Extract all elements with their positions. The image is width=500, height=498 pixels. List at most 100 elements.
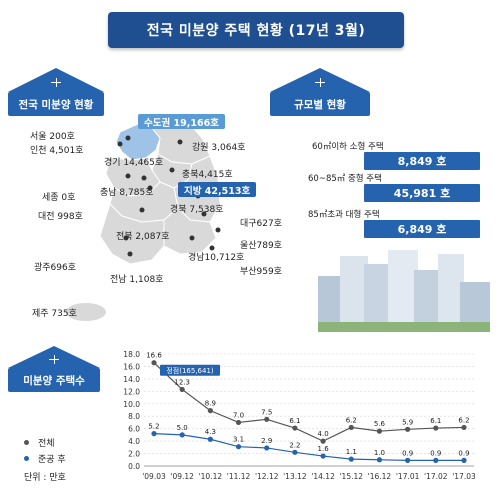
x-tick-label: '09.12	[170, 472, 194, 481]
size-large-value: 6,849 호	[364, 220, 480, 238]
x-tick-label: '11.12	[227, 472, 251, 481]
data-point-total	[461, 424, 467, 431]
data-label-total: 7.5	[261, 408, 272, 416]
data-point-total	[292, 425, 298, 431]
data-point-completed	[207, 436, 213, 442]
nation-window-icon	[51, 78, 61, 87]
trend-line-chart: 0.0 2.0 4.0 6.0 8.0 10.0 12.0 14.0 16.0 18.0 '09.0…	[123, 350, 476, 481]
size-medium-value: 45,981 호	[364, 184, 480, 202]
jeju-label: 제주 735호	[32, 309, 77, 319]
daegu-label: 대구627호	[240, 219, 283, 229]
busan-dot	[209, 245, 215, 251]
data-point-total	[320, 438, 326, 444]
ulsan-label: 울산789호	[240, 241, 283, 251]
data-label-completed: 2.9	[261, 437, 272, 445]
trend-section-title: 미분양 주택수	[8, 368, 100, 392]
incheon-label: 인천 4,501호	[30, 146, 84, 156]
x-tick-label: '13.12	[283, 472, 307, 481]
data-point-completed	[235, 444, 242, 450]
jeonbuk-dot	[139, 207, 145, 213]
data-label-completed: 0.9	[402, 449, 413, 457]
x-tick-label: '10.12	[199, 472, 223, 481]
daegu-dot	[201, 211, 207, 217]
gangwon-label: 강원 3,064호	[192, 143, 246, 153]
peak-annotation-box	[160, 364, 220, 376]
ulsan-dot	[215, 227, 221, 233]
data-point-completed	[376, 457, 383, 463]
daejeon-dot	[147, 185, 153, 191]
data-point-completed	[405, 457, 411, 463]
jeonnam-shape	[99, 203, 165, 265]
seoul-label: 서울 200호	[30, 132, 75, 142]
data-label-completed: 1.1	[346, 448, 357, 456]
data-label-completed: 4.3	[205, 428, 216, 436]
local-area-label: 지방 42,513호	[178, 182, 257, 197]
data-label-completed: 5.2	[148, 423, 159, 431]
x-tick-label: '12.12	[255, 472, 279, 481]
data-label-total: 5.6	[374, 420, 386, 428]
legend-total-dot	[24, 440, 29, 445]
legend-completed-dot	[24, 456, 29, 461]
size-window-icon	[315, 78, 325, 87]
chungnam-label: 충남 8,785호	[100, 188, 154, 198]
data-point-total	[405, 426, 411, 432]
data-label-completed: 0.9	[458, 449, 469, 457]
data-point-completed	[292, 449, 298, 455]
seoul-dot	[125, 135, 131, 141]
y-tick-label: 0.0	[128, 462, 140, 471]
y-tick-label: 16.0	[123, 362, 140, 371]
y-tick-label: 10.0	[123, 400, 140, 409]
data-label-total: 16.6	[146, 352, 162, 360]
busan-label: 부산959호	[240, 267, 283, 277]
data-label-total: 6.1	[289, 417, 300, 425]
data-label-completed: 2.2	[289, 441, 300, 449]
data-point-total	[179, 386, 185, 393]
data-point-total	[348, 424, 354, 431]
unit-label: 단위 : 만호	[24, 473, 66, 483]
gyeongnam-shape	[163, 207, 217, 255]
jeonnam-label: 전남 1,108호	[110, 275, 164, 285]
size-large-label: 85㎡초과 대형 주택	[308, 210, 380, 220]
data-label-completed: 1.0	[374, 449, 385, 457]
jeonnam-dot	[127, 251, 133, 257]
data-point-total	[235, 419, 242, 426]
data-label-total: 7.0	[233, 411, 244, 419]
data-point-completed	[461, 457, 467, 463]
data-label-total: 4.0	[318, 430, 329, 438]
peak-annotation-label: 정점(165,641)	[166, 366, 214, 375]
data-label-completed: 0.9	[430, 449, 441, 457]
data-point-total	[207, 408, 213, 414]
x-tick-label: '14.12	[311, 472, 335, 481]
data-label-total: 6.2	[346, 416, 357, 424]
y-tick-label: 18.0	[123, 350, 140, 359]
gyeongnam-label: 경남10,712호	[188, 253, 245, 263]
data-point-total	[433, 425, 439, 431]
x-tick-label: '17.02	[424, 472, 448, 481]
series-line-total	[153, 362, 465, 442]
gyeonggi-label: 경기 14,465호	[104, 158, 164, 168]
x-tick-label: '16.12	[368, 472, 392, 481]
series-line-completed	[153, 433, 464, 462]
sejong-label: 세종 0호	[42, 193, 76, 203]
data-point-completed	[348, 456, 354, 462]
data-point-completed	[433, 457, 439, 463]
legend-completed-label: 준공 후	[38, 455, 66, 465]
y-tick-label: 14.0	[123, 375, 140, 384]
chungbuk-dot	[169, 167, 175, 173]
jeju-shape	[66, 303, 106, 321]
capital-area-label: 수도권 19,166호	[138, 114, 225, 129]
y-tick-label: 6.0	[128, 425, 140, 434]
data-point-completed	[179, 432, 185, 438]
x-tick-label: '09.03	[142, 472, 166, 481]
data-label-completed: 3.1	[233, 436, 244, 444]
trend-window-icon	[49, 355, 59, 364]
data-point-total	[264, 416, 270, 422]
page-title: 전국 미분양 주택 현황 (17년 3월)	[108, 12, 404, 48]
nation-section-title: 전국 미분양 현황	[8, 92, 104, 116]
size-small-label: 60㎡이하 소형 주택	[312, 142, 384, 152]
data-label-total: 8.9	[205, 400, 216, 408]
data-point-completed	[264, 445, 270, 451]
data-point-completed	[320, 453, 326, 459]
size-small-value: 8,849 호	[364, 152, 480, 170]
chungnam-dot	[125, 173, 131, 179]
